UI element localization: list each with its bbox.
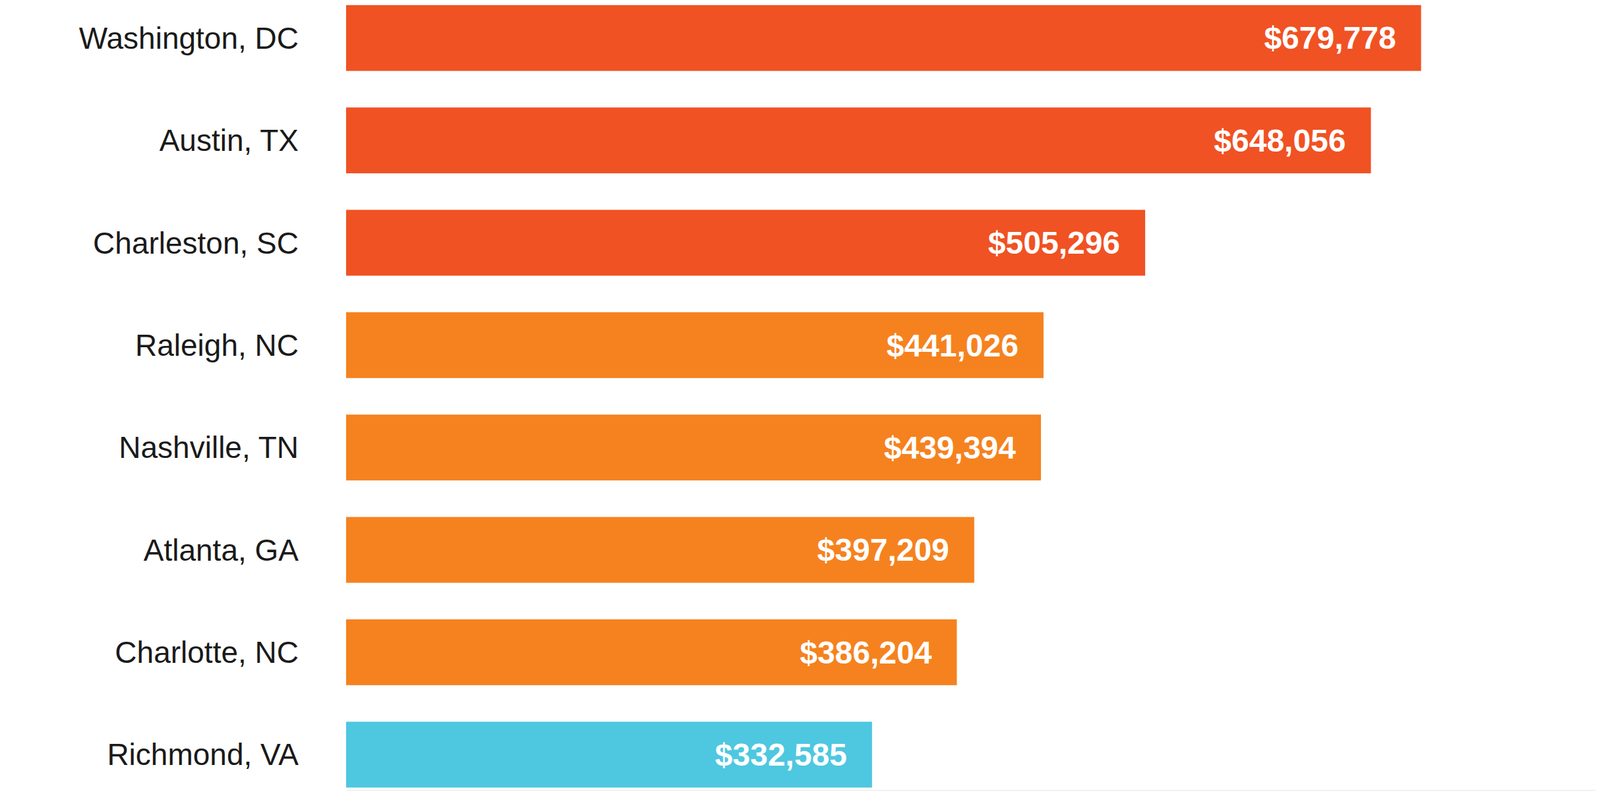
- bar: [346, 5, 1422, 72]
- y-tick: Austin, TX: [159, 123, 299, 158]
- data-label: $332,585: [715, 737, 848, 773]
- y-tick: Raleigh, NC: [135, 328, 299, 363]
- data-label: $441,026: [886, 328, 1019, 364]
- bars: [346, 5, 1422, 789]
- data-label: $397,209: [817, 532, 950, 568]
- bar: [346, 721, 873, 788]
- bar: [346, 209, 1146, 276]
- category-label: Richmond, VA: [106, 737, 299, 772]
- data-labels: $679,778 $648,056 $505,296 $441,026 $439,394…: [715, 20, 1397, 773]
- data-label: $679,778: [1263, 20, 1396, 56]
- y-tick: Richmond, VA: [106, 737, 299, 772]
- bar: [346, 414, 1041, 481]
- bar: [346, 619, 957, 686]
- y-tick: Charleston, SC: [92, 226, 299, 261]
- bar: [346, 312, 1044, 379]
- data-label: $505,296: [988, 225, 1121, 261]
- y-axis: Washington, DC Austin, TX Charleston, SC Ra…: [79, 21, 300, 773]
- y-tick: Atlanta, GA: [143, 533, 300, 568]
- category-label: Raleigh, NC: [135, 328, 299, 363]
- category-label: Washington, DC: [79, 21, 299, 56]
- x-axis: [346, 790, 1597, 792]
- category-label: Atlanta, GA: [143, 533, 300, 568]
- data-label: $648,056: [1213, 123, 1346, 159]
- data-label: $386,204: [799, 635, 933, 671]
- y-tick: Washington, DC: [79, 21, 299, 56]
- category-label: Charlotte, NC: [114, 635, 299, 670]
- category-label: Austin, TX: [159, 123, 299, 158]
- bar: [346, 517, 975, 584]
- category-label: Nashville, TN: [118, 430, 299, 465]
- x-axis-line: [346, 790, 1597, 792]
- y-tick: Charlotte, NC: [114, 635, 299, 670]
- bar: [346, 107, 1372, 174]
- data-label: $439,394: [884, 430, 1017, 466]
- category-label: Charleston, SC: [92, 226, 299, 261]
- chart: Washington, DC Austin, TX Charleston, SC Ra…: [0, 0, 1600, 792]
- y-tick: Nashville, TN: [118, 430, 299, 465]
